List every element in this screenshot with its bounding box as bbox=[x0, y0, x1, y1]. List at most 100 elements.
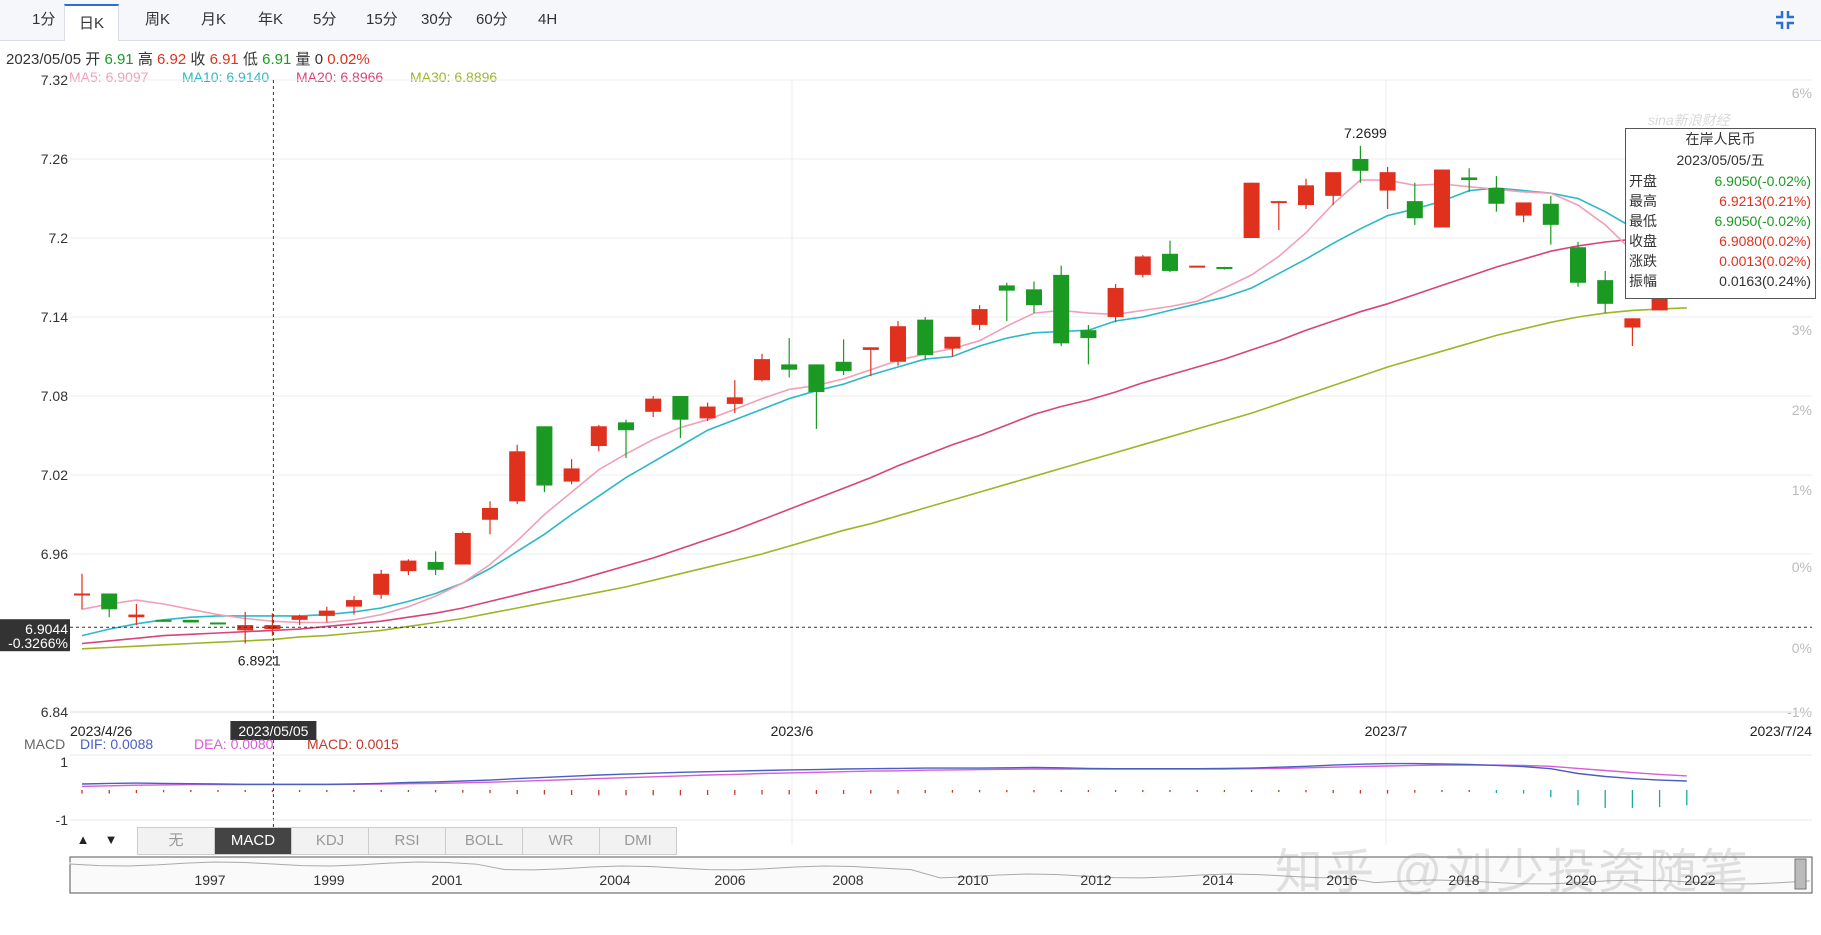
candle-body bbox=[1107, 288, 1124, 317]
navigator-year-label: 2016 bbox=[1326, 872, 1357, 888]
tooltip-value: 6.9080(0.02%) bbox=[1719, 233, 1811, 249]
ma5-legend: MA5: 6.9097 bbox=[69, 69, 149, 85]
navigator-year-label: 2020 bbox=[1565, 872, 1596, 888]
indicator-down-button[interactable]: ▼ bbox=[104, 832, 118, 847]
info-high-label: 高 bbox=[137, 51, 153, 68]
macd-name: MACD bbox=[24, 736, 65, 752]
indicator-up-button[interactable]: ▲ bbox=[76, 832, 90, 847]
navigator-year-label: 2014 bbox=[1202, 872, 1233, 888]
pct-tick-label: 3% bbox=[1792, 322, 1812, 338]
candle-body bbox=[862, 347, 879, 350]
y-tick-label: 6.84 bbox=[41, 704, 68, 720]
candle-body bbox=[1570, 247, 1586, 283]
tooltip-value: 6.9050(-0.02%) bbox=[1714, 173, 1811, 189]
candle-body bbox=[1515, 202, 1532, 216]
macd-dif-line bbox=[81, 762, 1687, 785]
candle-body bbox=[509, 451, 526, 502]
tooltip-row-open: 开盘 6.9050(-0.02%) bbox=[1626, 171, 1815, 191]
min-price-label: 6.8921 bbox=[238, 652, 281, 668]
candle-body bbox=[427, 561, 444, 570]
info-date: 2023/05/05 bbox=[6, 51, 82, 68]
info-high: 6.92 bbox=[157, 51, 187, 68]
candle-body bbox=[672, 396, 689, 420]
tab-yearly-k[interactable]: 年K bbox=[258, 11, 284, 28]
info-open-label: 开 bbox=[85, 51, 101, 68]
navigator-year-label: 2022 bbox=[1684, 872, 1715, 888]
y-tick-label: 7.14 bbox=[41, 309, 68, 325]
info-vol-label: 量 bbox=[295, 51, 311, 68]
candle-body bbox=[1352, 159, 1369, 171]
candle-body bbox=[1624, 318, 1641, 328]
tab-1min[interactable]: 1分 bbox=[32, 11, 56, 28]
tooltip-value: 0.0163(0.24%) bbox=[1719, 273, 1811, 289]
ohlc-tooltip: 在岸人民币 2023/05/05/五 开盘 6.9050(-0.02%) 最高 6.… bbox=[1625, 128, 1816, 299]
quote-info-bar: 2023/05/05 开 6.91 高 6.92 收 6.91 低 6.91 量… bbox=[6, 48, 370, 69]
y-tick-label: 7.26 bbox=[41, 151, 68, 167]
candle-body bbox=[264, 625, 281, 630]
indicator-tab-none[interactable]: 无 bbox=[138, 828, 215, 854]
ma20-line bbox=[81, 235, 1687, 645]
y-tick-label: 7.02 bbox=[41, 467, 68, 483]
tab-4h[interactable]: 4H bbox=[538, 11, 558, 28]
macd-dea-label: DEA: 0.0080 bbox=[194, 736, 274, 752]
navigator-year-label: 1999 bbox=[313, 872, 344, 888]
candle-body bbox=[291, 615, 308, 620]
tab-weekly-k[interactable]: 周K bbox=[145, 11, 171, 28]
candle-body bbox=[590, 426, 607, 447]
candle-body bbox=[1080, 330, 1097, 339]
candle-body bbox=[454, 532, 471, 565]
candle-body bbox=[1406, 201, 1423, 219]
indicator-tab-wr[interactable]: WR bbox=[523, 828, 600, 854]
tab-60min[interactable]: 60分 bbox=[476, 11, 508, 28]
sina-logo: sina新浪财经 bbox=[1648, 112, 1730, 128]
tooltip-row-low: 最低 6.9050(-0.02%) bbox=[1626, 211, 1815, 231]
tooltip-value: 6.9213(0.21%) bbox=[1719, 193, 1811, 209]
candle-body bbox=[210, 622, 226, 625]
candle-body bbox=[1434, 169, 1450, 228]
candle-body bbox=[1325, 172, 1342, 196]
ma10-line bbox=[81, 187, 1687, 637]
candle-body bbox=[1298, 185, 1314, 206]
pct-tick-label: 0% bbox=[1792, 559, 1812, 575]
navigator-year-label: 2010 bbox=[957, 872, 988, 888]
candle-body bbox=[645, 398, 662, 412]
tooltip-key: 开盘 bbox=[1629, 173, 1657, 189]
info-close-label: 收 bbox=[190, 51, 206, 68]
ma5-line bbox=[81, 179, 1688, 624]
crosshair-pct: -0.3266% bbox=[8, 635, 68, 651]
tab-monthly-k[interactable]: 月K bbox=[201, 11, 227, 28]
navigator-year-label: 2001 bbox=[431, 872, 462, 888]
tab-5min[interactable]: 5分 bbox=[313, 11, 337, 28]
navigator-handle bbox=[1794, 858, 1807, 890]
candle-body bbox=[182, 619, 199, 623]
tab-15min[interactable]: 15分 bbox=[366, 11, 398, 28]
tooltip-title: 在岸人民币 bbox=[1685, 131, 1756, 147]
tab-30min[interactable]: 30分 bbox=[421, 11, 453, 28]
indicator-tab-kdj[interactable]: KDJ bbox=[292, 828, 369, 854]
navigator-year-label: 1997 bbox=[194, 872, 225, 888]
tab-daily-k[interactable]: 日K bbox=[64, 4, 120, 41]
candle-body bbox=[808, 364, 825, 393]
indicator-tab-rsi[interactable]: RSI bbox=[369, 828, 446, 854]
macd-value-label: MACD: 0.0015 bbox=[307, 736, 399, 752]
candle-body bbox=[536, 426, 553, 486]
tooltip-key: 涨跌 bbox=[1629, 253, 1657, 269]
indicator-tab-dmi[interactable]: DMI bbox=[624, 832, 652, 849]
period-tabbar: 1分 日K 周K 月K 年K 5分 15分 30分 60分 4H bbox=[0, 0, 1821, 41]
candle-body bbox=[128, 614, 145, 618]
candle-body bbox=[1597, 280, 1614, 304]
y-tick-label: 7.2 bbox=[49, 230, 69, 246]
x-label: 2023/7/24 bbox=[1750, 723, 1812, 739]
indicator-tab-boll[interactable]: BOLL bbox=[446, 828, 523, 854]
navigator-frame bbox=[69, 856, 1813, 894]
ma10-legend: MA10: 6.9140 bbox=[182, 69, 270, 85]
indicator-tab-macd[interactable]: MACD bbox=[215, 828, 292, 854]
compress-icon[interactable] bbox=[1773, 8, 1797, 32]
tooltip-key: 振幅 bbox=[1629, 273, 1657, 289]
x-label: 2023/4/26 bbox=[70, 723, 132, 739]
candle-body bbox=[917, 319, 934, 356]
crosshair-date-box bbox=[230, 721, 317, 740]
macd-y-tick: 1 bbox=[60, 754, 68, 770]
candle-body bbox=[373, 573, 390, 595]
